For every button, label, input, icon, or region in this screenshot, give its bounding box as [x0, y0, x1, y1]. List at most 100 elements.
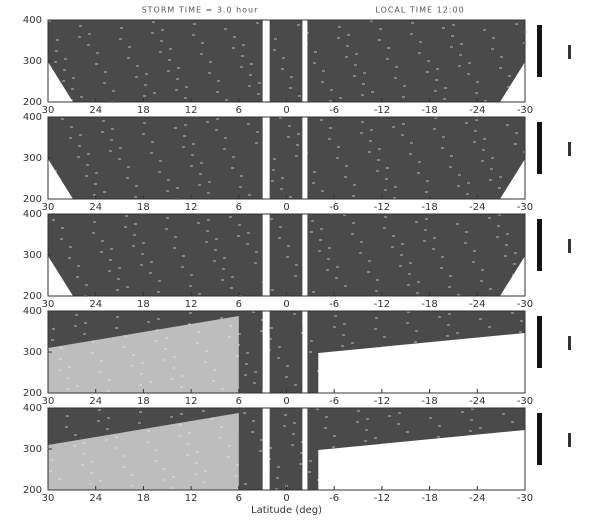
- blank-region: [48, 256, 73, 296]
- speckle: [364, 440, 367, 442]
- speckle: [505, 244, 508, 246]
- speckle: [491, 157, 494, 159]
- speckle: [220, 317, 223, 319]
- x-tick-label: 12: [185, 105, 198, 116]
- speckle: [332, 446, 335, 448]
- speckle: [150, 152, 153, 154]
- speckle: [370, 129, 373, 131]
- speckle: [64, 58, 67, 60]
- speckle: [184, 97, 187, 99]
- speckle: [109, 150, 112, 152]
- speckle: [432, 248, 435, 250]
- speckle: [169, 48, 172, 50]
- x-tick-label: -24: [469, 105, 485, 116]
- speckle: [368, 260, 371, 262]
- speckle: [193, 23, 196, 25]
- speckle: [346, 45, 349, 47]
- speckle: [417, 172, 420, 174]
- speckle: [173, 247, 176, 249]
- speckle: [254, 262, 257, 264]
- x-tick-label: -30: [517, 396, 533, 407]
- speckle: [456, 223, 459, 225]
- speckle: [368, 151, 371, 153]
- speckle: [473, 141, 476, 143]
- speckle: [98, 409, 101, 411]
- speckle: [361, 94, 364, 96]
- speckle: [269, 447, 272, 449]
- x-tick-label: -12: [374, 396, 390, 407]
- speckle: [85, 175, 88, 177]
- speckle: [321, 81, 324, 83]
- speckle: [291, 444, 294, 446]
- speckle: [499, 67, 502, 69]
- speckle: [397, 423, 400, 425]
- speckle: [374, 437, 377, 439]
- speckle: [402, 96, 405, 98]
- speckle: [313, 171, 316, 173]
- speckle: [489, 288, 492, 290]
- speckle: [157, 291, 160, 293]
- speckle: [252, 420, 255, 422]
- speckle: [329, 127, 332, 129]
- speckle: [506, 124, 509, 126]
- speckle: [352, 222, 355, 224]
- speckle: [205, 241, 208, 243]
- speckle: [286, 365, 289, 367]
- speckle: [314, 51, 317, 53]
- gap: [262, 20, 270, 102]
- speckle: [255, 251, 258, 253]
- speckle: [438, 425, 441, 427]
- x-tick-label: 0: [283, 493, 289, 504]
- speckle: [180, 413, 183, 415]
- speckle: [239, 186, 242, 188]
- speckle: [184, 124, 187, 126]
- speckle: [316, 408, 319, 410]
- speckle: [484, 100, 487, 102]
- speckle: [251, 431, 254, 433]
- colorbar: [537, 122, 542, 174]
- blank-region: [48, 413, 239, 490]
- speckle: [343, 214, 346, 216]
- speckle: [120, 27, 123, 29]
- speckle: [271, 289, 274, 291]
- speckle: [418, 161, 421, 163]
- speckle: [320, 228, 323, 230]
- speckle: [378, 148, 381, 150]
- speckle: [134, 223, 137, 225]
- speckle: [140, 264, 143, 266]
- speckle: [217, 80, 220, 82]
- speckle: [327, 258, 330, 260]
- speckle: [506, 233, 509, 235]
- speckle: [490, 168, 493, 170]
- speckle: [143, 95, 146, 97]
- speckle: [392, 235, 395, 237]
- speckle: [273, 49, 276, 51]
- speckle: [87, 153, 90, 155]
- x-tick-label: 24: [89, 299, 102, 310]
- speckle: [387, 47, 390, 49]
- speckle: [322, 70, 325, 72]
- speckle: [222, 268, 225, 270]
- speckle: [119, 147, 122, 149]
- speckle: [400, 254, 403, 256]
- speckle: [225, 99, 228, 101]
- speckle: [378, 39, 381, 41]
- speckle: [360, 241, 363, 243]
- speckle: [515, 132, 518, 134]
- speckle: [243, 412, 246, 414]
- speckle: [189, 285, 192, 287]
- colorbar: [537, 413, 542, 465]
- speckle: [149, 272, 152, 274]
- speckle: [277, 466, 280, 468]
- speckle: [282, 57, 285, 59]
- speckle: [108, 270, 111, 272]
- y-tick-label: 400: [23, 403, 42, 414]
- speckle: [74, 325, 77, 327]
- speckle: [224, 137, 227, 139]
- speckle: [386, 58, 389, 60]
- x-tick-label: -18: [421, 493, 437, 504]
- speckle: [275, 488, 278, 490]
- y-tick-label: 400: [23, 209, 42, 220]
- x-tick-label: -30: [517, 299, 533, 310]
- speckle: [309, 351, 312, 353]
